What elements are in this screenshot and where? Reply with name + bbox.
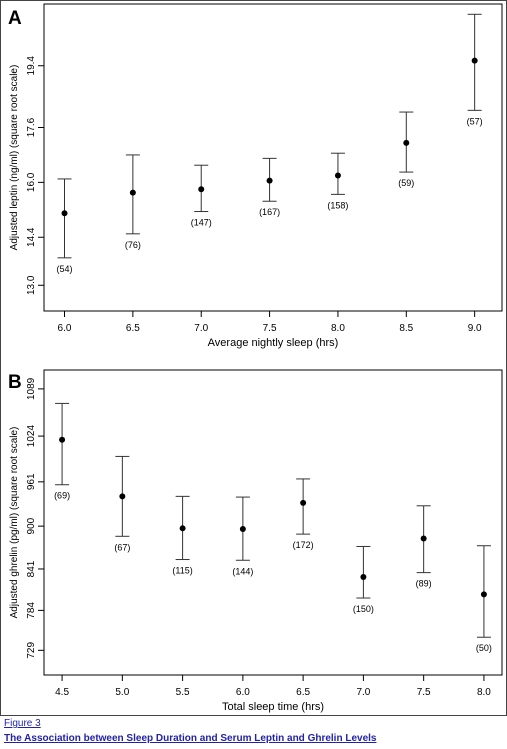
x-tick-label: 6.0 <box>58 323 72 334</box>
plot-frame <box>43 369 503 676</box>
sample-size-label: (147) <box>191 218 212 228</box>
sample-size-label: (54) <box>56 264 72 274</box>
data-point <box>198 186 205 193</box>
x-tick-label: 5.5 <box>176 687 190 698</box>
sample-size-label: (69) <box>54 491 70 501</box>
x-tick-label: 7.5 <box>417 687 431 698</box>
data-point <box>300 499 307 506</box>
sample-size-label: (59) <box>398 178 414 188</box>
x-tick-label: 4.5 <box>55 687 69 698</box>
y-tick-label: 784 <box>26 602 37 619</box>
data-point <box>480 591 487 598</box>
data-point <box>420 535 427 542</box>
y-tick-label: 961 <box>26 473 37 490</box>
figure-border <box>0 0 507 716</box>
y-tick-label: 1089 <box>26 377 37 400</box>
x-tick-label: 9.0 <box>468 323 482 334</box>
plot-frame <box>43 3 503 312</box>
sample-size-label: (67) <box>114 542 130 552</box>
panel-label: B <box>8 372 22 393</box>
data-point <box>59 436 66 443</box>
x-axis-label: Average nightly sleep (hrs) <box>208 337 339 349</box>
x-tick-label: 7.0 <box>194 323 208 334</box>
data-point <box>471 57 478 64</box>
y-tick-label: 13.0 <box>26 275 37 295</box>
sample-size-label: (150) <box>353 604 374 614</box>
data-point <box>61 210 68 217</box>
sample-size-label: (76) <box>125 240 141 250</box>
y-tick-label: 1024 <box>26 425 37 448</box>
data-point <box>360 573 367 580</box>
x-tick-label: 7.0 <box>356 687 370 698</box>
figure-caption-title[interactable]: The Association between Sleep Duration a… <box>4 733 377 744</box>
sample-size-label: (144) <box>232 566 253 576</box>
panel-a: A 6.0 6.5 7.0 7.5 8.0 8.5 9.0 13.0 14.4 16.0 17.6 19… <box>8 3 503 349</box>
data-point <box>403 139 410 146</box>
sample-size-label: (50) <box>476 643 492 653</box>
sample-size-label: (158) <box>327 200 348 210</box>
data-point <box>239 526 246 533</box>
y-tick-label: 729 <box>26 642 37 659</box>
data-point <box>119 493 126 500</box>
y-axis-label: Adjusted ghrelin (pg/ml) (square root sc… <box>9 427 20 619</box>
data-point <box>334 172 341 179</box>
x-tick-label: 7.5 <box>263 323 277 334</box>
x-tick-label: 8.0 <box>331 323 345 334</box>
x-tick-label: 8.0 <box>477 687 491 698</box>
x-axis-label: Total sleep time (hrs) <box>222 701 324 713</box>
sample-size-label: (172) <box>293 540 314 550</box>
x-tick-label: 6.0 <box>236 687 250 698</box>
panel-label: A <box>8 8 22 29</box>
data-point <box>129 189 136 196</box>
sample-size-label: (57) <box>467 116 483 126</box>
data-point <box>179 525 186 532</box>
x-tick-label: 6.5 <box>126 323 140 334</box>
y-tick-label: 900 <box>26 517 37 534</box>
panel-b: B 4.5 5.0 5.5 6.0 6.5 7.0 7.5 8.0 729 784 841 900 961… <box>8 369 503 713</box>
y-tick-label: 14.4 <box>26 227 37 247</box>
sample-size-label: (115) <box>172 566 192 576</box>
y-tick-label: 19.4 <box>26 56 37 76</box>
figure-caption-label[interactable]: Figure 3 <box>4 718 41 729</box>
sample-size-label: (89) <box>416 579 432 589</box>
y-tick-label: 841 <box>26 560 37 577</box>
figure-3: A 6.0 6.5 7.0 7.5 8.0 8.5 9.0 13.0 14.4 16.0 17.6 19… <box>0 0 507 716</box>
x-tick-label: 8.5 <box>399 323 413 334</box>
y-tick-label: 16.0 <box>26 172 37 192</box>
y-axis-label: Adjusted leptin (ng/ml) (square root sca… <box>9 65 20 251</box>
y-tick-label: 17.6 <box>26 117 37 137</box>
x-tick-label: 6.5 <box>296 687 310 698</box>
data-point <box>266 177 273 184</box>
sample-size-label: (167) <box>259 207 280 217</box>
x-tick-label: 5.0 <box>115 687 129 698</box>
